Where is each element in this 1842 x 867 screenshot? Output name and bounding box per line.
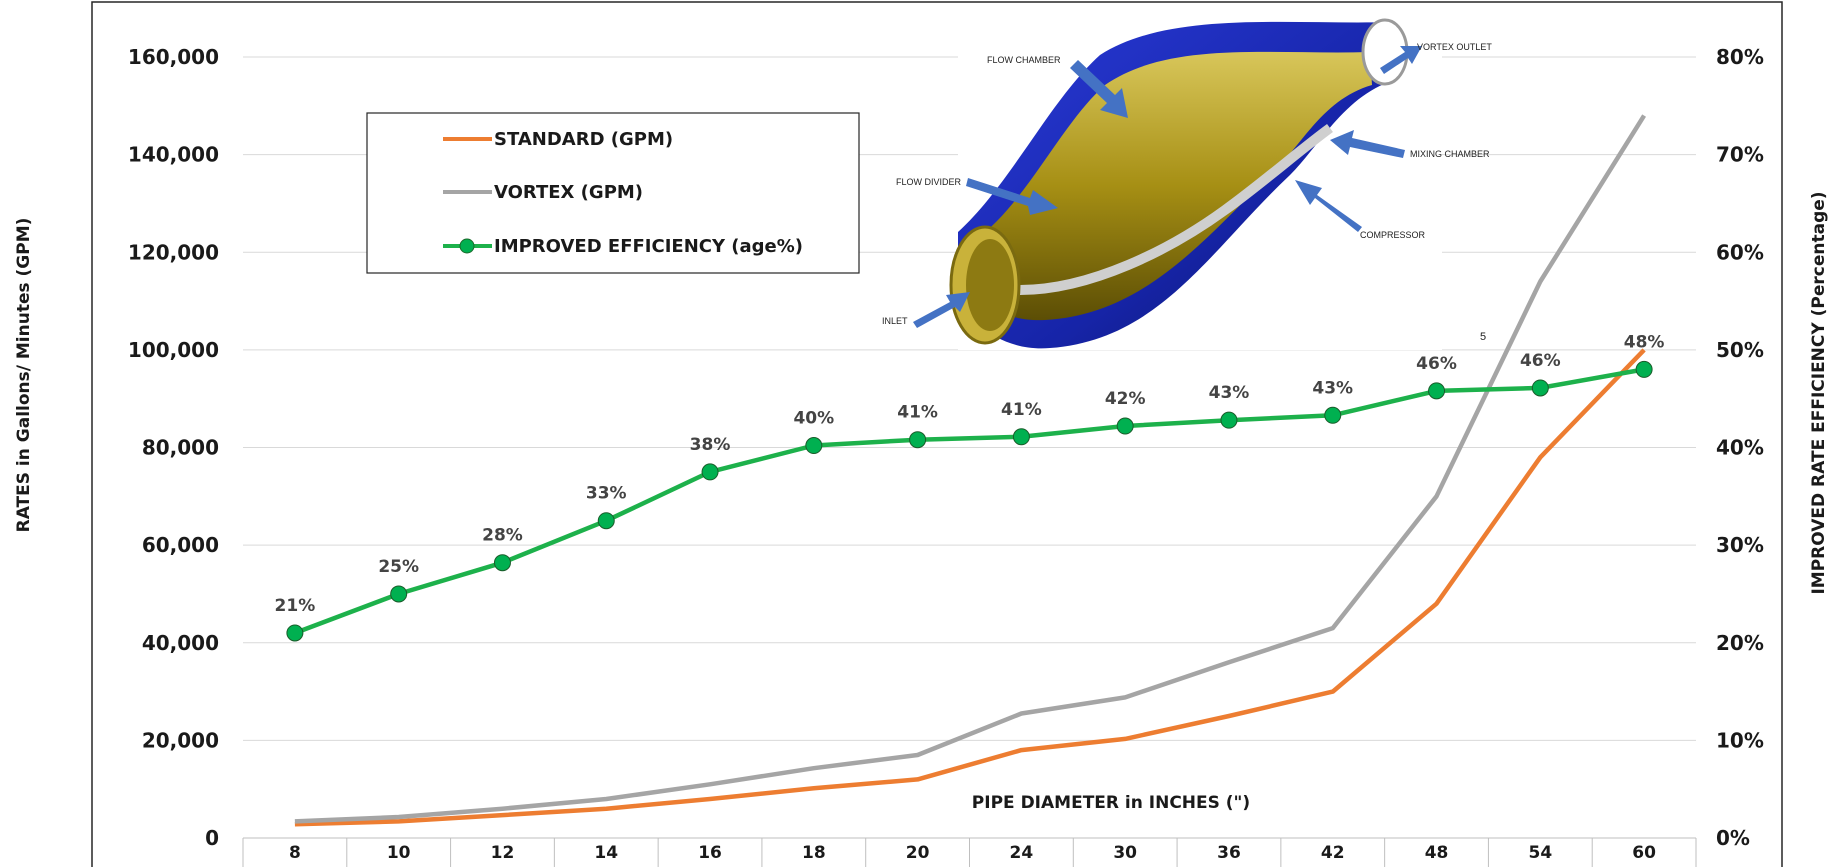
legend-marker-efficiency — [459, 238, 475, 254]
y-tick-label: 40,000 — [142, 631, 219, 655]
vortex-inlet-hole — [966, 239, 1014, 331]
annotation-5: 5 — [1480, 331, 1486, 343]
x-tick-label: 16 — [698, 843, 722, 863]
y-axis-title: RATES in Gallons/ Minutes (GPM) — [14, 218, 34, 533]
x-tick-label: 36 — [1217, 843, 1241, 863]
legend-label-standard: STANDARD (GPM) — [494, 129, 673, 150]
series-layer: 21% 25% 28% 33% 38% 40% 41% 41% 42% 43% 43% 46% 46% 4… — [275, 114, 1665, 827]
series-standard-line — [294, 348, 1646, 827]
x-axis: 8 10 12 14 16 18 20 24 30 36 42 48 54 60 — [242, 837, 1697, 867]
series-vortex-line — [294, 114, 1647, 824]
y2-tick-label: 40% — [1716, 436, 1764, 460]
y2-tick-label: 20% — [1716, 631, 1764, 655]
efficiency-marker — [909, 431, 927, 449]
legend-label-efficiency: IMPROVED EFFICIENCY (age%) — [494, 236, 803, 257]
y2-tick-label: 70% — [1716, 143, 1764, 167]
efficiency-data-label: 43% — [1209, 383, 1250, 403]
left-axis-ticks: 0 20,000 40,000 60,000 80,000 100,000 120,000 1… — [128, 45, 219, 850]
y2-tick-label: 50% — [1716, 338, 1764, 362]
efficiency-data-label: 38% — [690, 435, 731, 455]
efficiency-marker — [1635, 360, 1653, 378]
legend-label-vortex: VORTEX (GPM) — [494, 182, 643, 203]
y-tick-label: 80,000 — [142, 436, 219, 460]
x-tick-label: 60 — [1632, 843, 1656, 863]
efficiency-data-label: 25% — [378, 557, 419, 577]
x-tick-label: 48 — [1425, 843, 1449, 863]
x-tick-label: 18 — [802, 843, 826, 863]
efficiency-marker — [1428, 382, 1446, 400]
y-tick-label: 20,000 — [142, 728, 219, 752]
y-tick-label: 0 — [205, 826, 219, 850]
callout-mixing-chamber: MIXING CHAMBER — [1410, 149, 1490, 159]
efficiency-marker — [701, 463, 719, 481]
efficiency-data-label: 41% — [897, 403, 938, 423]
callout-arrows — [913, 46, 1422, 328]
efficiency-marker — [1012, 428, 1030, 446]
x-tick-label: 14 — [594, 843, 618, 863]
efficiency-data-label: 43% — [1312, 378, 1353, 398]
y-tick-label: 140,000 — [128, 143, 219, 167]
efficiency-data-label: 42% — [1105, 389, 1146, 409]
y2-tick-label: 80% — [1716, 45, 1764, 69]
y2-tick-label: 60% — [1716, 240, 1764, 264]
efficiency-marker — [1531, 379, 1549, 397]
efficiency-data-label: 40% — [793, 409, 834, 429]
x-tick-label: 20 — [906, 843, 930, 863]
right-axis-ticks: 0% 10% 20% 30% 40% 50% 60% 70% 80% — [1716, 45, 1764, 850]
efficiency-data-label: 46% — [1416, 354, 1457, 374]
y-tick-label: 100,000 — [128, 338, 219, 362]
callout-flow-chamber: FLOW CHAMBER — [987, 55, 1061, 65]
callout-compressor: COMPRESSOR — [1360, 230, 1426, 240]
callout-vortex-outlet: VORTEX OUTLET — [1417, 42, 1492, 52]
x-axis-title: PIPE DIAMETER in INCHES (") — [972, 793, 1250, 813]
x-tick-label: 10 — [387, 843, 411, 863]
x-tick-label: 42 — [1321, 843, 1345, 863]
x-tick-label: 24 — [1010, 843, 1034, 863]
vortex-inner-body — [975, 51, 1372, 321]
y2-tick-label: 0% — [1716, 826, 1750, 850]
efficiency-marker — [286, 624, 304, 642]
efficiency-marker — [1220, 411, 1238, 429]
efficiency-marker — [1116, 417, 1134, 435]
efficiency-data-label: 33% — [586, 484, 627, 504]
efficiency-marker — [1324, 406, 1342, 424]
series-efficiency-line — [294, 367, 1645, 636]
y-tick-label: 160,000 — [128, 45, 219, 69]
efficiency-data-label: 41% — [1001, 400, 1042, 420]
vortex-diagram: FLOW CHAMBER VORTEX OUTLET MIXING CHAMBE… — [882, 18, 1492, 350]
chart-border — [91, 1, 1783, 867]
vortex-outlet-mouth — [1361, 18, 1409, 86]
efficiency-marker — [493, 554, 511, 572]
x-tick-label: 30 — [1113, 843, 1137, 863]
efficiency-data-label: 48% — [1624, 332, 1665, 352]
vortex-cut-edge — [1019, 123, 1333, 295]
y2-tick-label: 10% — [1716, 728, 1764, 752]
callout-inlet: INLET — [882, 316, 908, 326]
callout-flow-divider: FLOW DIVIDER — [896, 177, 962, 187]
y-tick-label: 60,000 — [142, 533, 219, 557]
efficiency-marker — [390, 585, 408, 603]
efficiency-data-label: 28% — [482, 526, 523, 546]
x-tick-label: 12 — [491, 843, 515, 863]
x-tick-label: 8 — [289, 843, 301, 863]
efficiency-data-label: 21% — [275, 596, 316, 616]
y2-tick-label: 30% — [1716, 533, 1764, 557]
efficiency-marker — [805, 437, 823, 455]
legend: STANDARD (GPM) VORTEX (GPM) IMPROVED EFF… — [366, 112, 860, 274]
efficiency-data-label: 46% — [1520, 351, 1561, 371]
x-tick-label: 54 — [1528, 843, 1552, 863]
y-tick-label: 120,000 — [128, 240, 219, 264]
y2-axis-title: IMPROVED RATE EFFICIENCY (Percentage) — [1809, 191, 1829, 594]
efficiency-marker — [597, 512, 615, 530]
